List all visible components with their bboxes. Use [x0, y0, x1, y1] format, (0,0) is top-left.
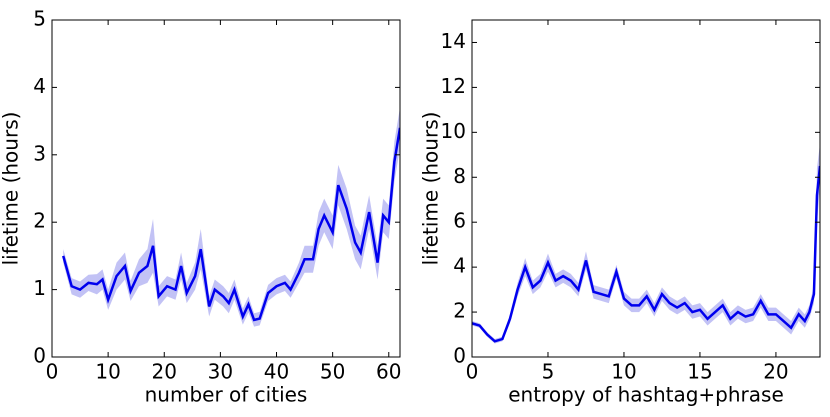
- y-tick-label: 5: [33, 7, 46, 31]
- line: [62, 127, 400, 322]
- y-tick-label: 4: [33, 74, 46, 98]
- x-tick-label: 40: [264, 360, 289, 384]
- y-tick-label: 2: [453, 299, 466, 323]
- x-tick-label: 30: [208, 360, 233, 384]
- x-tick-label: 0: [46, 360, 59, 384]
- y-axis-label: lifetime (hours): [0, 112, 23, 266]
- x-axis-label: entropy of hashtag+phrase: [508, 383, 784, 407]
- y-axis-label: lifetime (hours): [419, 112, 443, 266]
- y-tick-label: 3: [33, 141, 46, 165]
- x-tick-label: 20: [152, 360, 177, 384]
- x-tick-label: 60: [376, 360, 401, 384]
- plot-frame: [51, 19, 401, 358]
- confidence-band: [63, 107, 400, 327]
- x-axis-label: number of cities: [145, 383, 308, 407]
- x-tick-label: 50: [320, 360, 345, 384]
- y-tick-label: 0: [33, 344, 46, 368]
- y-tick-label: 4: [453, 254, 466, 278]
- y-tick-label: 1: [33, 276, 46, 300]
- line: [472, 165, 820, 343]
- y-tick-label: 2: [33, 209, 46, 233]
- x-tick-label: 0: [466, 360, 479, 384]
- y-tick-label: 6: [453, 209, 466, 233]
- x-tick-label: 10: [611, 360, 636, 384]
- plot-frame: [471, 19, 821, 358]
- y-tick-label: 10: [441, 119, 466, 143]
- x-tick-label: 5: [542, 360, 555, 384]
- y-tick-label: 14: [441, 29, 466, 53]
- x-tick-label: 10: [95, 360, 120, 384]
- y-tick-label: 0: [453, 344, 466, 368]
- y-tick-label: 12: [441, 74, 466, 98]
- x-tick-label: 15: [687, 360, 712, 384]
- x-tick-label: 20: [763, 360, 788, 384]
- y-tick-label: 8: [453, 164, 466, 188]
